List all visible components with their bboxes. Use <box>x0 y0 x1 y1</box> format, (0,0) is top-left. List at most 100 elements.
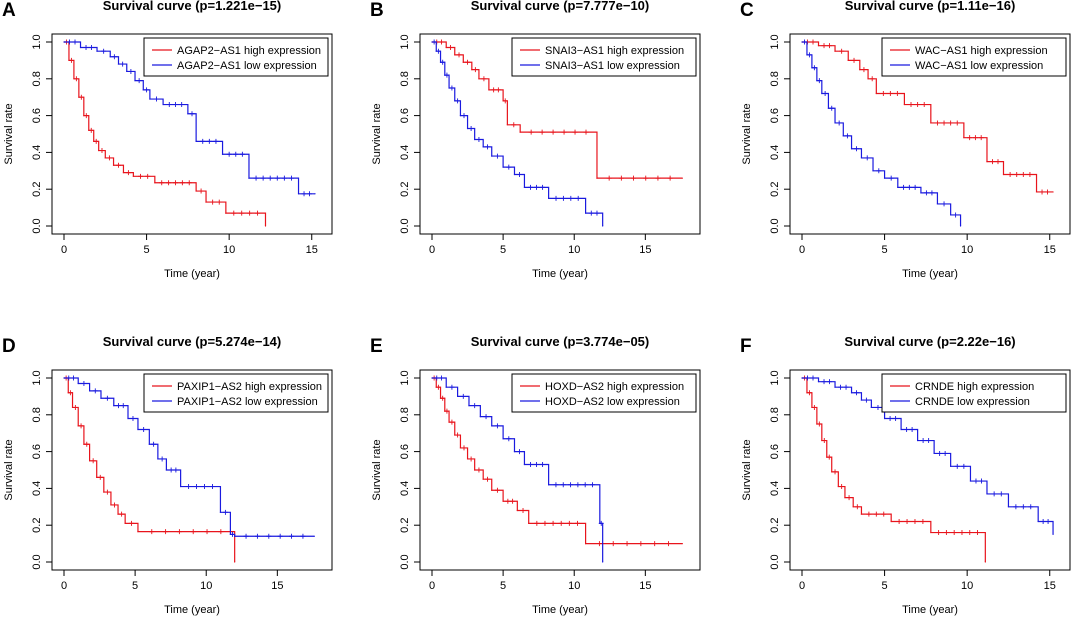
censor-mark <box>151 441 157 447</box>
censor-mark <box>527 461 533 467</box>
data-point <box>950 465 952 467</box>
data-point <box>950 214 952 216</box>
censor-mark <box>876 168 882 174</box>
data-point <box>1035 191 1038 193</box>
x-tick-label: 10 <box>200 580 212 592</box>
panel-B: B Survival curve (p=7.777e−10) 0.0 0.2 0.4 0.… <box>370 0 701 280</box>
censor-mark <box>173 467 179 473</box>
censor-mark <box>942 450 948 456</box>
data-point <box>63 41 65 43</box>
censor-mark <box>575 482 581 488</box>
data-point <box>127 417 129 420</box>
y-axis-label: Survival rate <box>371 103 383 164</box>
legend-box <box>511 373 697 413</box>
data-point <box>528 522 530 524</box>
censor-mark <box>912 184 918 190</box>
censor-mark <box>998 491 1004 497</box>
x-tick-label: 15 <box>639 580 651 592</box>
censor-mark <box>967 530 973 536</box>
censor-mark <box>888 175 894 181</box>
data-point <box>821 439 823 442</box>
data-point <box>313 535 315 537</box>
data-point <box>963 137 965 139</box>
data-point <box>67 392 69 394</box>
data-point <box>936 203 939 205</box>
censor-mark <box>574 520 580 526</box>
x-tick-label: 15 <box>639 244 651 256</box>
censor-mark <box>511 122 517 128</box>
censor-mark <box>908 102 914 108</box>
censor-mark <box>447 45 453 51</box>
plot-frame <box>419 33 701 235</box>
censor-mark <box>231 210 237 216</box>
data-point <box>834 50 836 52</box>
censor-mark <box>553 482 559 488</box>
data-point <box>870 406 872 409</box>
censor-mark <box>839 484 845 490</box>
data-point <box>831 471 833 473</box>
chart-title: Survival curve (p=3.774e−05) <box>471 334 650 349</box>
data-point <box>681 543 683 545</box>
data-point <box>1052 191 1054 193</box>
censor-mark <box>618 175 624 181</box>
x-tick-label: 10 <box>961 244 973 256</box>
data-point <box>314 193 316 195</box>
censor-mark <box>104 489 110 495</box>
censor-mark <box>534 520 540 526</box>
x-axis-label: Time (year) <box>164 268 220 280</box>
censor-mark <box>1027 171 1033 177</box>
data-point <box>474 469 476 471</box>
panel-F: F Survival curve (p=2.22e−16) 0.0 0.2 0.4 0.6… <box>740 334 1071 616</box>
data-point <box>157 458 159 460</box>
censor-mark <box>119 511 125 517</box>
censor-mark <box>472 403 478 409</box>
data-point <box>930 531 932 534</box>
censor-mark <box>1020 171 1026 177</box>
censor-mark <box>153 96 159 102</box>
data-point <box>491 489 493 491</box>
censor-mark <box>954 463 960 469</box>
data-point <box>73 78 75 80</box>
data-point <box>519 131 521 133</box>
censor-mark <box>510 498 516 504</box>
data-point <box>96 50 98 52</box>
censor-mark <box>179 102 185 108</box>
panel-letter: B <box>370 0 384 21</box>
censor-mark <box>111 54 117 60</box>
censor-mark <box>125 170 131 176</box>
data-point <box>1002 173 1005 176</box>
legend-label: CRNDE high expression <box>915 381 1034 393</box>
y-tick-label: 0.2 <box>31 182 43 197</box>
y-axis-label: Survival rate <box>371 439 383 500</box>
censor-mark <box>528 129 534 135</box>
data-point <box>827 107 830 109</box>
data-point <box>68 59 70 62</box>
censor-mark <box>575 195 581 201</box>
censor-mark <box>159 180 165 186</box>
data-point <box>466 127 469 130</box>
data-point <box>113 405 115 407</box>
data-point <box>860 399 863 401</box>
chart-title: Survival curve (p=1.221e−15) <box>103 0 282 13</box>
y-tick-label: 0.0 <box>769 554 781 569</box>
censor-mark <box>558 520 564 526</box>
censor-mark <box>904 427 910 433</box>
y-axis-label: Survival rate <box>741 103 753 164</box>
legend-label: WAC−AS1 low expression <box>915 60 1043 72</box>
x-tick-label: 0 <box>799 244 805 256</box>
data-point <box>811 67 813 69</box>
y-tick-label: 1.0 <box>399 370 411 385</box>
data-point <box>548 484 550 486</box>
censor-mark <box>801 39 807 45</box>
data-point <box>806 392 808 394</box>
censor-mark <box>901 184 907 190</box>
plot-frame <box>789 33 1071 235</box>
censor-mark <box>869 76 875 82</box>
censor-mark <box>866 511 872 517</box>
data-point <box>984 561 986 563</box>
data-point <box>195 190 197 192</box>
censor-mark <box>166 180 172 186</box>
data-point <box>834 386 836 388</box>
y-tick-label: 0.0 <box>769 218 781 233</box>
